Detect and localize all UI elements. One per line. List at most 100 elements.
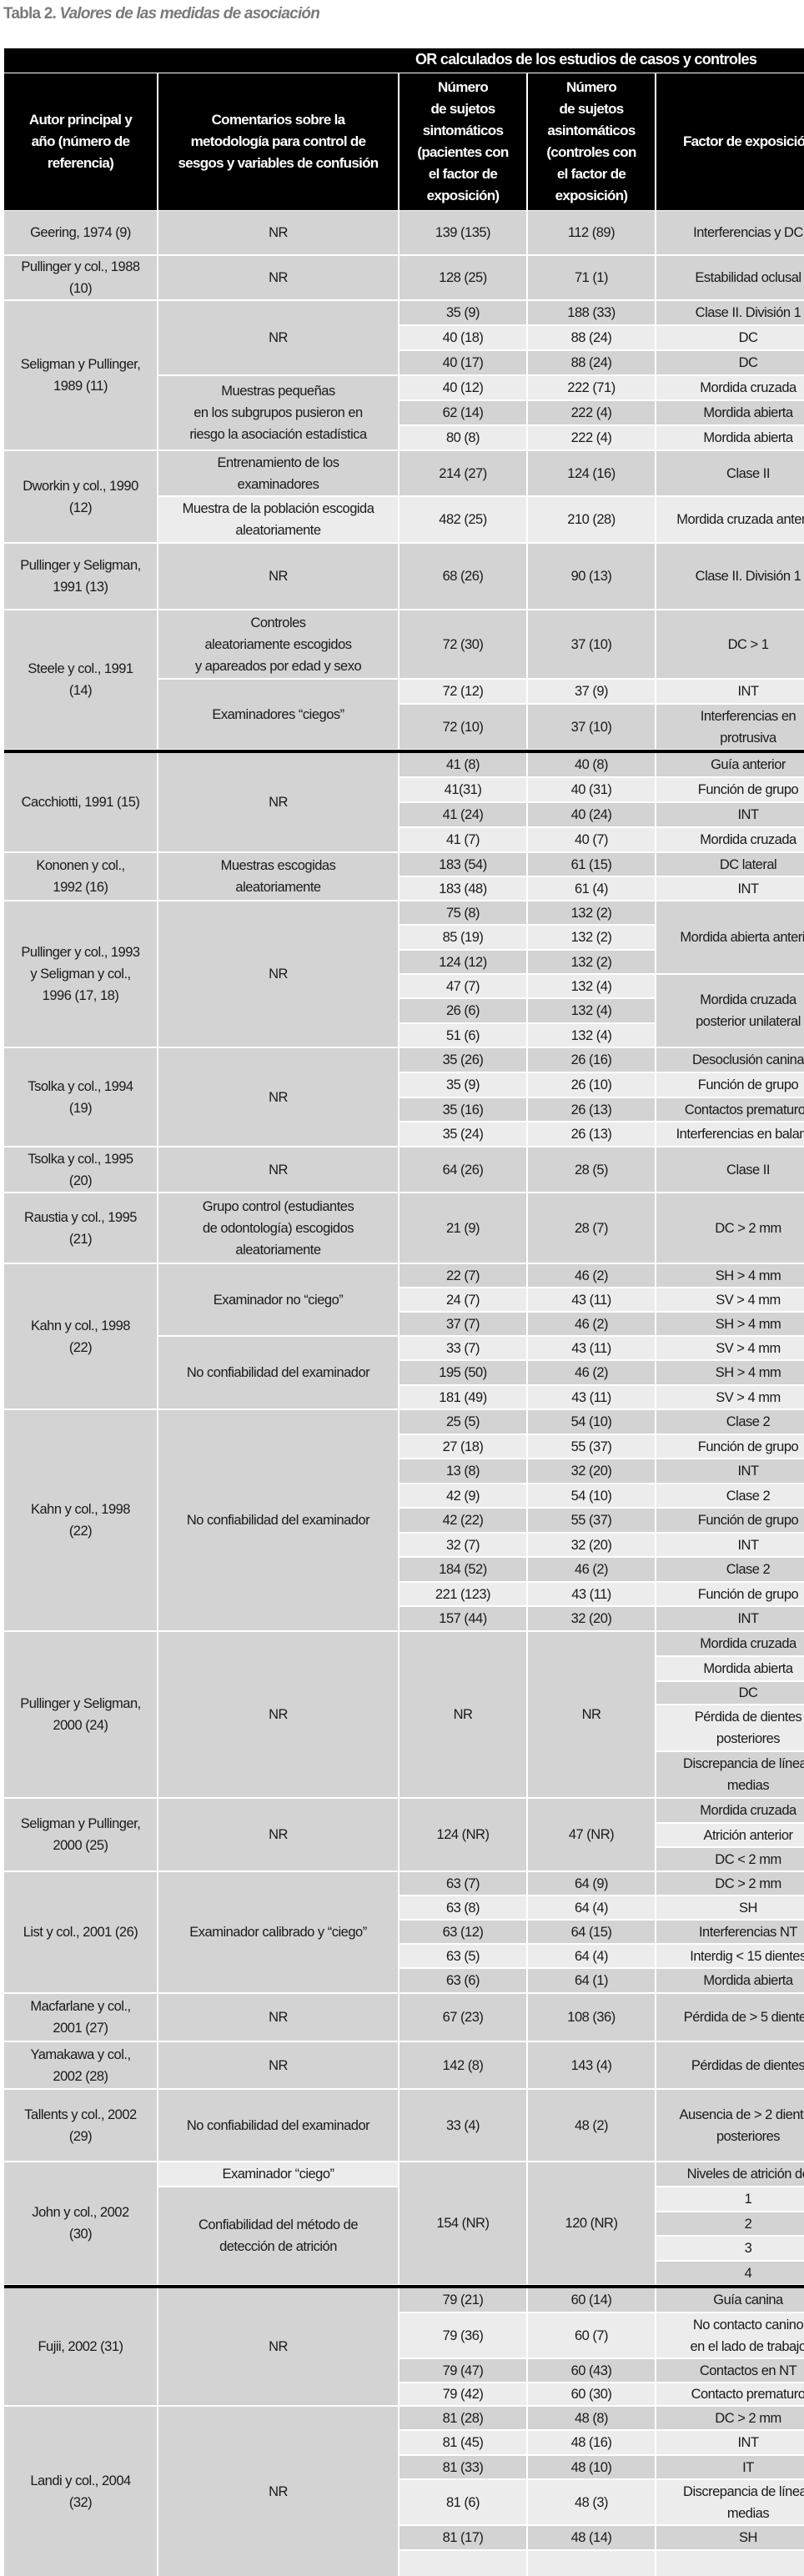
exposure-factor-cell: Pérdida de > 5 dientes	[656, 1994, 804, 2041]
exposure-factor-cell	[656, 2551, 804, 2576]
asymptomatic-cell: 46 (2)	[528, 1264, 655, 1287]
asymptomatic-cell: 48 (14)	[528, 2526, 655, 2549]
exposure-factor-cell: SH > 4 mm	[656, 1264, 804, 1287]
asymptomatic-cell: 60 (14)	[528, 2288, 655, 2312]
asymptomatic-cell: 210 (28)	[528, 497, 655, 542]
table-title: Tabla 2. Valores de las medidas de asoci…	[3, 5, 320, 23]
symptomatic-cell: 35 (26)	[399, 1048, 526, 1072]
asymptomatic-cell: 26 (10)	[528, 1073, 655, 1097]
exposure-factor-cell: Contactos prematuros	[656, 1098, 804, 1121]
asymptomatic-cell: 64 (9)	[528, 1872, 655, 1895]
exposure-factor-cell: SH	[656, 2526, 804, 2549]
asymptomatic-cell: 26 (16)	[528, 1048, 655, 1072]
comment-cell: Entrenamiento de los examinadores	[158, 451, 398, 495]
symptomatic-cell: 63 (12)	[399, 1921, 526, 1943]
exposure-factor-cell: Niveles de atrición de	[656, 2162, 804, 2186]
exposure-factor-cell: Clase II. División 1	[656, 544, 804, 609]
exposure-factor-cell: Función de grupo	[656, 1583, 804, 1605]
exposure-factor-cell: Ausencia de > 2 dientes posteriores	[656, 2090, 804, 2161]
section-divider	[4, 750, 804, 753]
asymptomatic-cell: 132 (2)	[528, 901, 655, 924]
exposure-factor-cell: 3	[656, 2237, 804, 2260]
symptomatic-cell: 32 (7)	[399, 1534, 526, 1556]
author-cell: Dworkin y col., 1990 (12)	[4, 451, 157, 542]
asymptomatic-cell: 40 (8)	[528, 753, 655, 776]
author-cell: Geering, 1974 (9)	[4, 211, 157, 254]
header-band: OR calculados de los estudios de casos y…	[4, 48, 804, 73]
exposure-factor-cell: Pérdidas de dientes	[656, 2042, 804, 2088]
exposure-factor-cell: DC	[656, 351, 804, 374]
author-cell: Seligman y Pullinger, 2000 (25)	[4, 1799, 157, 1870]
symptomatic-cell: 33 (7)	[399, 1337, 526, 1359]
asymptomatic-cell: 28 (5)	[528, 1147, 655, 1192]
exposure-factor-cell: INT	[656, 2431, 804, 2454]
asymptomatic-cell: 64 (15)	[528, 1921, 655, 1943]
exposure-factor-cell: DC > 2 mm	[656, 1872, 804, 1895]
symptomatic-cell: 41(31)	[399, 778, 526, 801]
symptomatic-cell: 63 (6)	[399, 1969, 526, 1992]
symptomatic-cell: 221 (123)	[399, 1583, 526, 1605]
header-symptomatic: Número de sujetos sintomáticos (paciente…	[399, 73, 526, 210]
asymptomatic-cell: 120 (NR)	[528, 2162, 655, 2284]
symptomatic-cell: 81 (6)	[399, 2480, 526, 2524]
symptomatic-cell: 181 (49)	[399, 1386, 526, 1409]
comment-cell: NR	[158, 2288, 398, 2405]
table-number: Tabla 2.	[3, 5, 57, 23]
asymptomatic-cell: 43 (11)	[528, 1337, 655, 1359]
author-cell: Tsolka y col., 1994 (19)	[4, 1048, 157, 1146]
symptomatic-cell: 63 (8)	[399, 1896, 526, 1919]
author-cell: Macfarlane y col., 2001 (27)	[4, 1994, 157, 2041]
symptomatic-cell: 22 (7)	[399, 1264, 526, 1287]
exposure-factor-cell: Contacto prematuro	[656, 2383, 804, 2405]
exposure-factor-cell: Mordida abierta	[656, 401, 804, 424]
exposure-factor-cell: SH	[656, 1896, 804, 1919]
exposure-factor-cell: SV > 4 mm	[656, 1337, 804, 1359]
symptomatic-cell: 72 (30)	[399, 610, 526, 678]
author-cell: List y col., 2001 (26)	[4, 1872, 157, 1992]
exposure-factor-cell: Estabilidad oclusal	[656, 256, 804, 299]
exposure-factor-cell: Mordida cruzada posterior unilateral	[656, 975, 804, 1047]
symptomatic-cell: 183 (48)	[399, 877, 526, 900]
asymptomatic-cell: 43 (11)	[528, 1288, 655, 1311]
author-cell: Steele y col., 1991 (14)	[4, 610, 157, 749]
symptomatic-cell: 68 (26)	[399, 544, 526, 609]
symptomatic-cell: 62 (14)	[399, 401, 526, 424]
asymptomatic-cell: 188 (33)	[528, 301, 655, 324]
symptomatic-cell: 42 (22)	[399, 1509, 526, 1532]
symptomatic-cell: 75 (8)	[399, 901, 526, 924]
header-asymptomatic: Número de sujetos asintomáticos (control…	[528, 73, 655, 210]
comment-cell: Examinador “ciego”	[158, 2162, 398, 2186]
symptomatic-cell: 139 (135)	[399, 211, 526, 254]
symptomatic-cell: 81 (45)	[399, 2431, 526, 2454]
author-cell: Tsolka y col., 1995 (20)	[4, 1147, 157, 1192]
symptomatic-cell: 40 (18)	[399, 326, 526, 349]
comment-cell: NR	[158, 901, 398, 1047]
asymptomatic-cell: 124 (16)	[528, 451, 655, 495]
asymptomatic-cell	[528, 2551, 655, 2576]
exposure-factor-cell: Mordida cruzada	[656, 1799, 804, 1822]
asymptomatic-cell: 28 (7)	[528, 1193, 655, 1263]
asymptomatic-cell: 112 (89)	[528, 211, 655, 254]
asymptomatic-cell: 60 (30)	[528, 2383, 655, 2405]
comment-cell: Muestras escogidas aleatoriamente	[158, 853, 398, 900]
asymptomatic-cell: 71 (1)	[528, 256, 655, 299]
asymptomatic-cell: 32 (20)	[528, 1534, 655, 1556]
symptomatic-cell: 41 (24)	[399, 803, 526, 826]
author-cell: John y col., 2002 (30)	[4, 2162, 157, 2284]
exposure-factor-cell: INT	[656, 680, 804, 703]
author-cell: Raustia y col., 1995 (21)	[4, 1193, 157, 1263]
comment-cell: NR	[158, 1799, 398, 1870]
comment-cell: NR	[158, 256, 398, 299]
asymptomatic-cell: 48 (2)	[528, 2090, 655, 2161]
asymptomatic-cell: 40 (31)	[528, 778, 655, 801]
symptomatic-cell: 124 (12)	[399, 951, 526, 973]
symptomatic-cell: 27 (18)	[399, 1435, 526, 1458]
asymptomatic-cell: 60 (43)	[528, 2359, 655, 2382]
symptomatic-cell: 13 (8)	[399, 1459, 526, 1483]
asymptomatic-cell: 37 (10)	[528, 705, 655, 749]
asymptomatic-cell: 132 (2)	[528, 926, 655, 949]
exposure-factor-cell: Mordida cruzada	[656, 1632, 804, 1655]
exposure-factor-cell: Pérdida de dientes posteriores	[656, 1705, 804, 1750]
exposure-factor-cell: 4	[656, 2262, 804, 2284]
symptomatic-cell: 35 (24)	[399, 1122, 526, 1146]
